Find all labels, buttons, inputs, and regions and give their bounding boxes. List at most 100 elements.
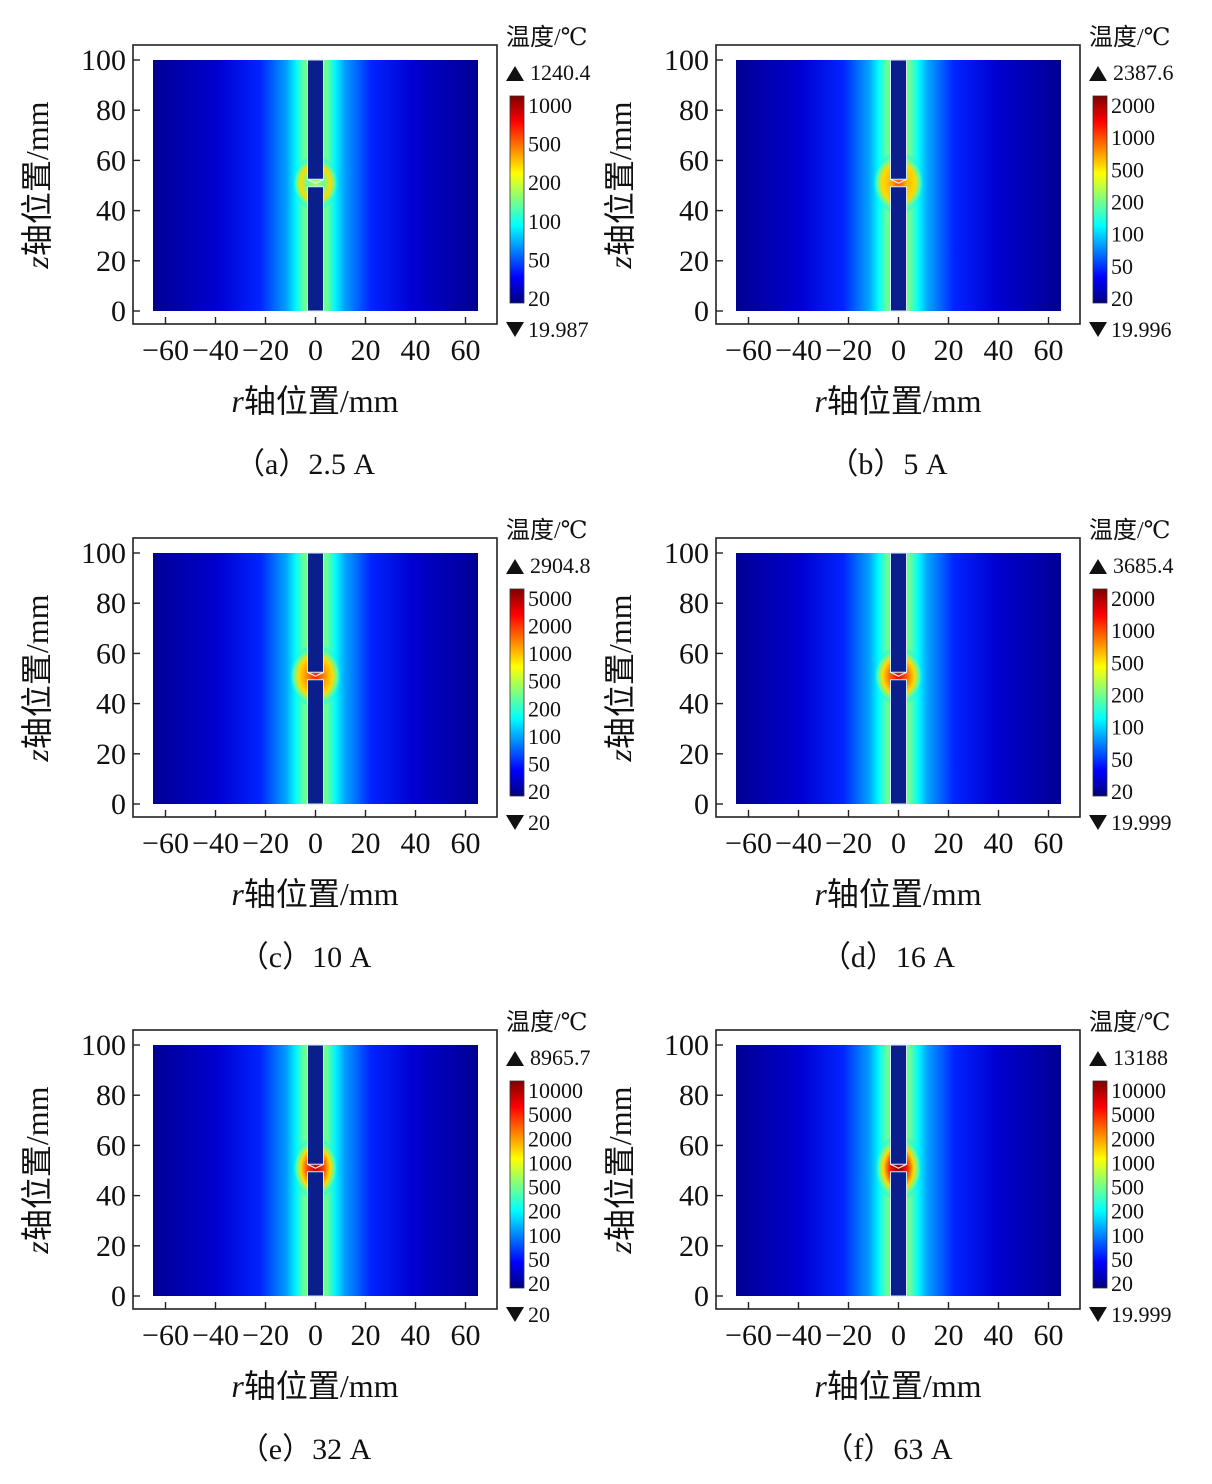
max-triangle-icon: [506, 1051, 524, 1066]
x-tick-label: 40: [401, 1319, 431, 1352]
y-tick-label: 100: [81, 44, 126, 77]
x-tick-label: −40: [775, 1319, 822, 1352]
panel-f: −60 −40 −20 0 20 40 60 0 20 40 60 80 100 r轴位置/mm z轴位置/…: [602, 1009, 1172, 1466]
colorbar-tick-label: 1000: [1111, 618, 1155, 643]
y-tick-label: 0: [694, 788, 709, 821]
x-tick-label: −40: [775, 827, 822, 860]
y-tick-label: 80: [679, 94, 709, 127]
x-axis-label: r轴位置/mm: [231, 876, 398, 912]
x-axis-label: r轴位置/mm: [814, 876, 981, 912]
x-tick-label: 60: [1034, 1319, 1064, 1352]
x-tick-label: 40: [984, 1319, 1014, 1352]
max-triangle-icon: [1089, 66, 1107, 81]
colorbar-tick-label: 20: [528, 779, 550, 804]
x-tick-label: 60: [1034, 334, 1064, 367]
colorbar-tick-label: 100: [528, 1223, 561, 1248]
colorbar-tick-label: 2000: [1111, 586, 1155, 611]
colorbar-title: 温度/℃: [506, 24, 588, 51]
min-triangle-icon: [506, 1307, 524, 1322]
x-tick-label: 20: [934, 1319, 964, 1352]
colorbar-tick-label: 5000: [528, 1102, 572, 1127]
colorbar-tick-label: 5000: [1111, 1102, 1155, 1127]
x-tick-label: −40: [192, 827, 239, 860]
panel-caption: （e）32 A: [239, 1433, 372, 1466]
y-axis-label: z轴位置/mm: [19, 1086, 55, 1254]
x-tick-label: −20: [242, 334, 289, 367]
colorbar-tick-label: 2000: [528, 1126, 572, 1151]
colorbar-title: 温度/℃: [506, 1009, 588, 1036]
colorbar: [1092, 1080, 1108, 1289]
colorbar: [509, 588, 525, 797]
y-tick-label: 100: [664, 1029, 709, 1062]
x-tick-label: −20: [825, 1319, 872, 1352]
max-triangle-icon: [506, 559, 524, 574]
x-tick-label: −60: [725, 827, 772, 860]
colorbar-tick-label: 50: [528, 1247, 550, 1272]
colorbar: [1092, 95, 1108, 304]
colorbar: [1092, 588, 1108, 797]
colorbar-tick-label: 20: [528, 286, 550, 311]
x-tick-label: −40: [192, 1319, 239, 1352]
upper-electrode: [890, 59, 907, 180]
colorbar-tick-label: 200: [528, 170, 561, 195]
x-tick-label: 40: [401, 334, 431, 367]
lower-electrode: [307, 679, 324, 805]
colorbar-tick-label: 5000: [528, 586, 572, 611]
y-tick-label: 40: [679, 688, 709, 721]
y-tick-label: 20: [679, 738, 709, 771]
max-triangle-icon: [1089, 1051, 1107, 1066]
y-tick-label: 0: [111, 1280, 126, 1313]
colorbar-tick-label: 200: [1111, 190, 1144, 215]
y-tick-label: 0: [111, 788, 126, 821]
y-tick-label: 60: [96, 637, 126, 670]
x-tick-label: 40: [984, 334, 1014, 367]
y-tick-label: 40: [679, 195, 709, 228]
colorbar: [509, 1080, 525, 1289]
y-tick-label: 80: [96, 1079, 126, 1112]
y-tick-label: 40: [96, 688, 126, 721]
colorbar-tick-label: 10000: [1111, 1078, 1166, 1103]
colorbar-max-label: 3685.4: [1113, 553, 1174, 578]
colorbar-tick-label: 200: [1111, 1199, 1144, 1224]
x-tick-label: −20: [242, 827, 289, 860]
x-tick-label: 0: [308, 334, 323, 367]
colorbar-tick-label: 100: [1111, 222, 1144, 247]
max-triangle-icon: [506, 66, 524, 81]
y-tick-label: 40: [679, 1180, 709, 1213]
y-tick-label: 80: [96, 587, 126, 620]
colorbar-tick-label: 100: [528, 209, 561, 234]
colorbar-tick-label: 20: [528, 1271, 550, 1296]
y-tick-label: 80: [96, 94, 126, 127]
y-axis-label: z轴位置/mm: [602, 594, 638, 762]
x-tick-label: −20: [242, 1319, 289, 1352]
panel-d: −60 −40 −20 0 20 40 60 0 20 40 60 80 100 r轴位置/mm z轴位置/…: [602, 517, 1174, 974]
colorbar-tick-label: 10000: [528, 1078, 583, 1103]
colorbar-max-label: 2387.6: [1113, 60, 1174, 85]
x-tick-label: −20: [825, 827, 872, 860]
colorbar-tick-label: 200: [528, 1199, 561, 1224]
x-tick-label: 20: [351, 334, 381, 367]
panel-caption: （f）63 A: [823, 1433, 952, 1466]
x-tick-label: −40: [775, 334, 822, 367]
x-tick-label: 0: [891, 334, 906, 367]
electrode-tip: [307, 671, 324, 677]
y-tick-label: 60: [96, 1129, 126, 1162]
colorbar-tick-label: 1000: [528, 93, 572, 118]
y-tick-label: 80: [679, 1079, 709, 1112]
upper-electrode: [890, 1044, 907, 1165]
colorbar-tick-label: 1000: [1111, 1150, 1155, 1175]
x-tick-label: 20: [351, 827, 381, 860]
y-tick-label: 100: [81, 537, 126, 570]
x-axis-label: r轴位置/mm: [231, 383, 398, 419]
colorbar-tick-label: 1000: [528, 641, 572, 666]
upper-electrode: [307, 59, 324, 180]
colorbar-tick-label: 50: [1111, 1247, 1133, 1272]
colorbar-tick-label: 200: [1111, 683, 1144, 708]
x-tick-label: −60: [725, 334, 772, 367]
electrode-tip: [890, 1163, 907, 1169]
colorbar-min-label: 19.987: [528, 317, 589, 342]
x-tick-label: −40: [192, 334, 239, 367]
colorbar-title: 温度/℃: [1089, 24, 1171, 51]
y-tick-label: 20: [96, 245, 126, 278]
